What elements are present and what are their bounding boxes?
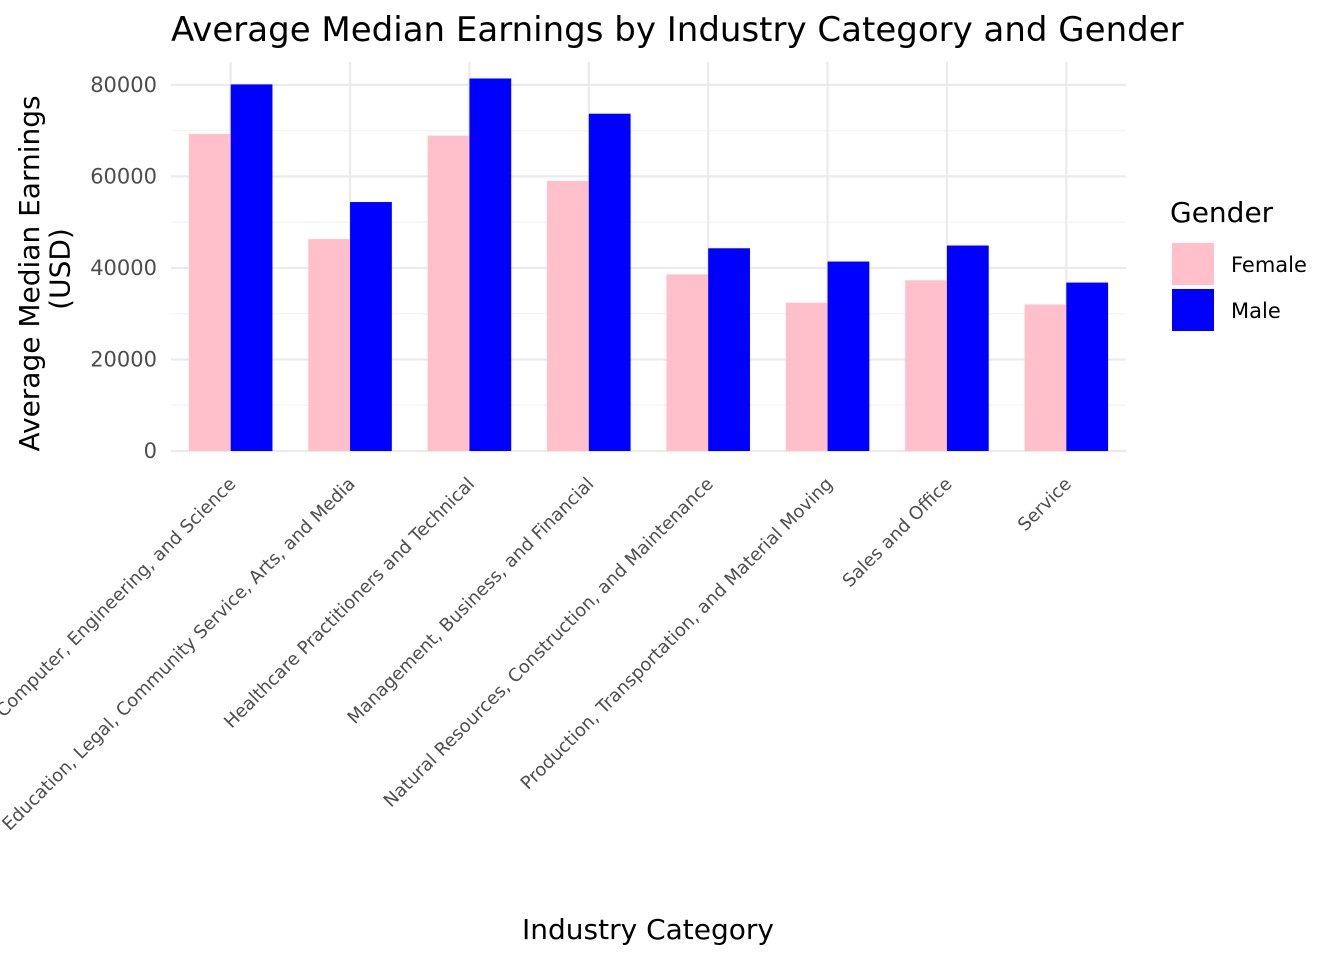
x-tick-label: Computer, Engineering, and Science bbox=[0, 474, 240, 722]
bar-female-4 bbox=[666, 274, 709, 451]
legend-title: Gender bbox=[1170, 196, 1274, 229]
x-tick-label: Service bbox=[1014, 474, 1076, 536]
bar-male-4 bbox=[708, 248, 750, 451]
bar-female-5 bbox=[785, 302, 828, 451]
x-tick-label: Management, Business, and Financial bbox=[344, 474, 599, 729]
y-tick-label: 0 bbox=[144, 439, 157, 463]
y-tick-label: 60000 bbox=[90, 164, 157, 188]
bar-male-3 bbox=[588, 113, 631, 452]
bar-male-2 bbox=[469, 78, 512, 452]
bar-male-5 bbox=[827, 261, 870, 451]
bar-female-6 bbox=[905, 280, 947, 451]
bar-female-7 bbox=[1024, 304, 1067, 451]
legend-label-female: Female bbox=[1231, 253, 1307, 277]
y-axis-title-line-1: Average Median Earnings bbox=[13, 95, 46, 451]
chart-title: Average Median Earnings by Industry Cate… bbox=[171, 10, 1184, 50]
y-tick-label: 80000 bbox=[90, 73, 157, 97]
legend-key-female bbox=[1172, 243, 1214, 285]
y-tick-label: 20000 bbox=[90, 347, 157, 371]
x-tick-label: Sales and Office bbox=[839, 474, 957, 592]
bar-female-0 bbox=[188, 133, 231, 451]
x-axis-ticks: Computer, Engineering, and ScienceEducat… bbox=[0, 474, 1076, 835]
y-axis-title: Average Median Earnings (USD) bbox=[13, 86, 76, 451]
y-axis-title-line-2: (USD) bbox=[43, 228, 76, 310]
bar-female-2 bbox=[427, 135, 470, 451]
bar-female-3 bbox=[547, 180, 589, 452]
legend-key-male bbox=[1172, 289, 1214, 331]
bar-female-1 bbox=[308, 239, 351, 451]
x-axis-title: Industry Category bbox=[522, 913, 774, 946]
bar-male-7 bbox=[1066, 282, 1109, 451]
legend: Gender Female Male bbox=[1170, 196, 1307, 331]
bar-male-1 bbox=[350, 202, 392, 451]
bar-male-0 bbox=[230, 84, 273, 451]
x-tick-label: Healthcare Practitioners and Technical bbox=[220, 474, 479, 733]
y-tick-label: 40000 bbox=[90, 256, 157, 280]
bar-male-6 bbox=[946, 245, 989, 451]
y-axis-ticks: 0 20000 40000 60000 80000 bbox=[90, 73, 157, 463]
bars bbox=[188, 78, 1109, 452]
legend-label-male: Male bbox=[1231, 299, 1281, 323]
